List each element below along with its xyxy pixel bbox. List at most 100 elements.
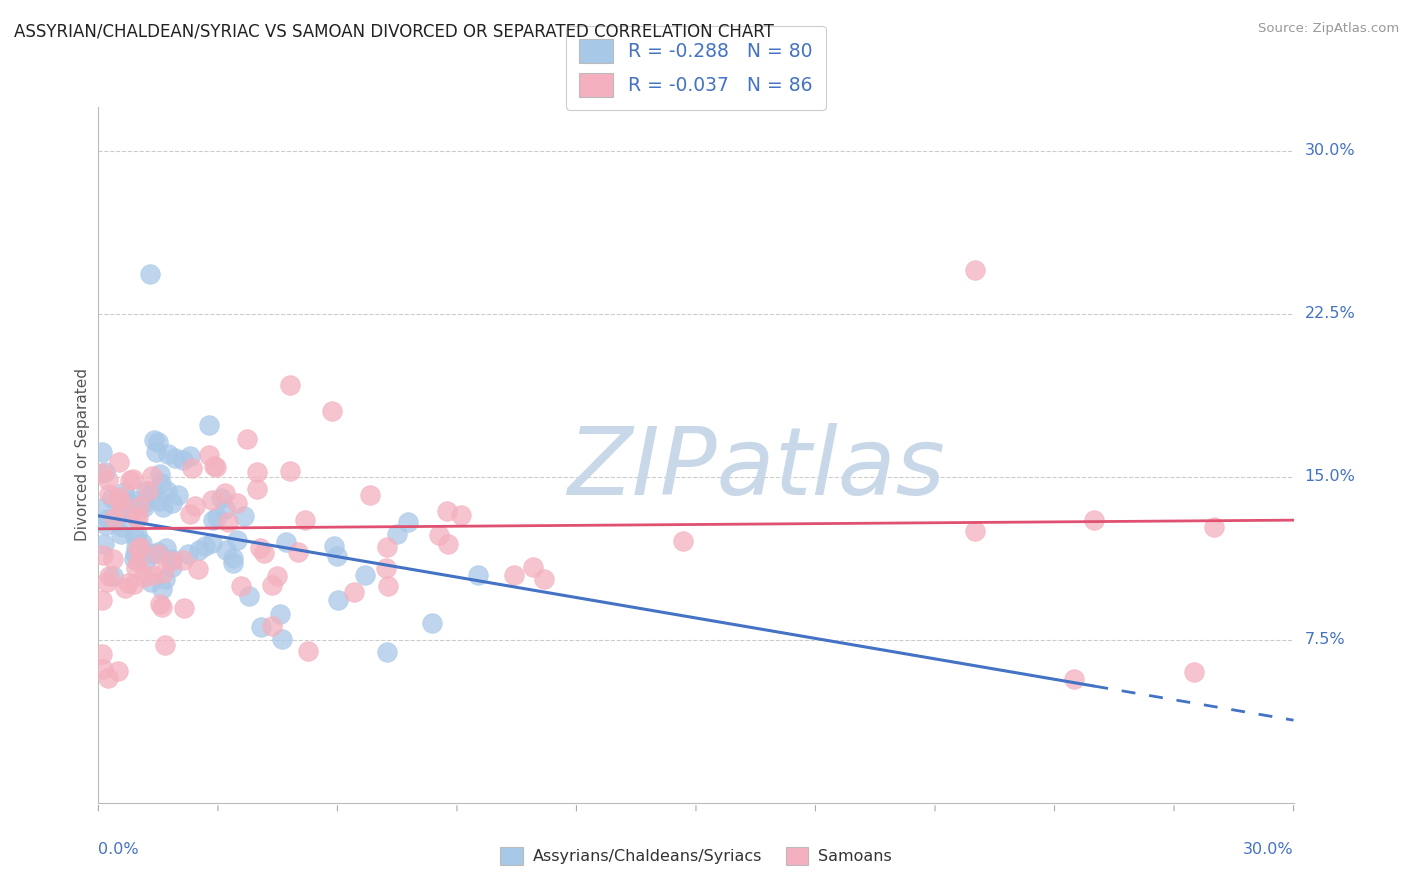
Text: 15.0%: 15.0% [1305, 469, 1355, 484]
Point [121, 472, 143, 486]
Point [141, 485, 163, 500]
Point [149, 467, 172, 481]
Text: 30.0%: 30.0% [1305, 143, 1355, 158]
Point [131, 536, 153, 550]
Point [103, 510, 125, 524]
Point [108, 455, 131, 469]
Point [124, 547, 146, 561]
Text: Source: ZipAtlas.com: Source: ZipAtlas.com [1258, 22, 1399, 36]
Point [110, 500, 132, 515]
Point [155, 541, 177, 555]
Point [128, 540, 150, 554]
Text: 30.0%: 30.0% [1243, 842, 1294, 857]
Point [420, 616, 443, 631]
Point [114, 484, 136, 499]
Point [236, 432, 259, 446]
Point [238, 590, 260, 604]
Point [142, 547, 165, 561]
Point [326, 592, 349, 607]
Point [153, 572, 176, 586]
Point [148, 545, 170, 559]
Point [91, 647, 114, 661]
Point [162, 496, 184, 510]
Point [122, 577, 145, 591]
Point [326, 549, 349, 563]
Point [93, 537, 115, 551]
Point [1083, 513, 1105, 527]
Point [118, 496, 141, 510]
Point [354, 567, 377, 582]
Point [502, 567, 524, 582]
Point [97, 671, 120, 685]
Point [120, 505, 142, 519]
Legend: Assyrians/Chaldeans/Syriacs, Samoans: Assyrians/Chaldeans/Syriacs, Samoans [494, 840, 898, 871]
Point [198, 448, 221, 462]
Point [107, 509, 129, 524]
Point [226, 496, 249, 510]
Text: 22.5%: 22.5% [1305, 306, 1355, 321]
Point [139, 268, 162, 282]
Point [294, 513, 316, 527]
Point [136, 483, 159, 498]
Point [150, 582, 173, 596]
Point [121, 492, 143, 507]
Point [522, 559, 544, 574]
Point [152, 566, 174, 581]
Point [249, 620, 271, 634]
Point [202, 458, 225, 473]
Point [427, 527, 450, 541]
Point [963, 524, 986, 538]
Point [253, 546, 276, 560]
Point [110, 527, 132, 541]
Point [262, 578, 284, 592]
Point [231, 579, 253, 593]
Point [359, 488, 381, 502]
Point [122, 552, 145, 566]
Point [197, 417, 219, 432]
Point [124, 530, 146, 544]
Point [101, 551, 124, 566]
Point [297, 644, 319, 658]
Point [269, 607, 291, 622]
Point [217, 516, 239, 530]
Point [101, 491, 124, 506]
Point [127, 542, 149, 557]
Point [125, 541, 148, 555]
Point [225, 533, 247, 548]
Point [321, 404, 343, 418]
Point [153, 638, 176, 652]
Point [134, 500, 156, 515]
Point [110, 492, 132, 507]
Point [125, 510, 148, 524]
Point [276, 535, 298, 549]
Point [187, 542, 209, 557]
Point [98, 487, 121, 501]
Point [396, 515, 419, 529]
Point [156, 447, 179, 461]
Point [179, 450, 201, 464]
Point [222, 550, 245, 565]
Y-axis label: Divorced or Separated: Divorced or Separated [75, 368, 90, 541]
Point [146, 548, 169, 562]
Point [101, 513, 124, 527]
Point [377, 645, 399, 659]
Point [173, 600, 195, 615]
Point [201, 492, 224, 507]
Point [96, 575, 118, 590]
Point [91, 592, 114, 607]
Point [125, 561, 148, 575]
Point [1182, 665, 1205, 680]
Point [149, 597, 172, 611]
Point [114, 581, 136, 595]
Point [134, 556, 156, 570]
Point [91, 467, 114, 481]
Point [172, 453, 194, 467]
Text: 0.0%: 0.0% [98, 842, 139, 857]
Point [533, 572, 555, 586]
Point [142, 568, 165, 582]
Point [201, 535, 224, 549]
Point [132, 496, 155, 510]
Point [211, 491, 233, 505]
Point [148, 434, 170, 449]
Point [127, 511, 149, 525]
